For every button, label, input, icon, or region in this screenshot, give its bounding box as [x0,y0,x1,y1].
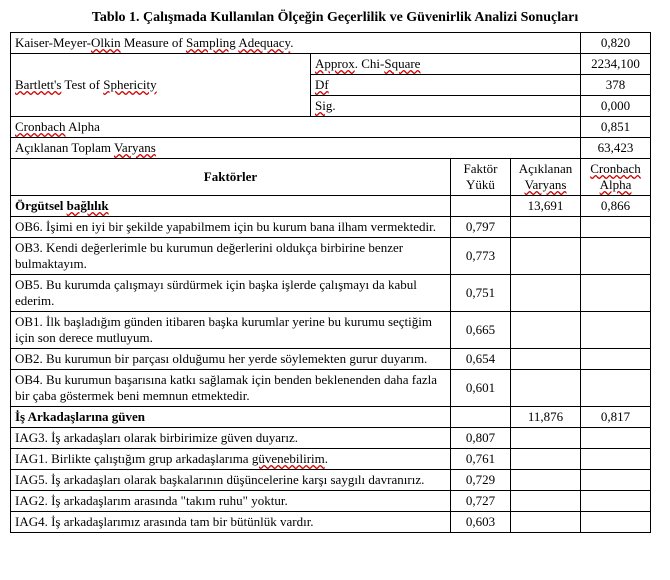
item-text: OB4. Bu kurumun başarısına katkı sağlama… [11,370,451,407]
item-load: 0,797 [451,217,511,238]
table-title: Tablo 1. Çalışmada Kullanılan Ölçeğin Ge… [10,10,660,26]
item-load: 0,665 [451,312,511,349]
hdr-variance: Açıklanan Varyans [511,159,581,196]
approx-chi-label: Approx. Chi-Square [311,54,581,75]
hdr-factors: Faktörler [11,159,451,196]
table-row: OB6. İşimi en iyi bir şekilde yapabilmem… [11,217,651,238]
table-row: Bartlett's Test of Sphericity Approx. Ch… [11,54,651,75]
item-text: IAG3. İş arkadaşları olarak birbirimize … [11,428,451,449]
hdr-alpha: Cronbach Alpha [581,159,651,196]
kmo-value: 0,820 [581,33,651,54]
table-row: Kaiser-Meyer-Olkin Measure of Sampling A… [11,33,651,54]
item-load: 0,751 [451,275,511,312]
cronbach-label: Cronbach Alpha [11,117,581,138]
totalvar-label: Açıklanan Toplam Varyans [11,138,581,159]
sig-label: Sig. [311,96,581,117]
table-row: OB5. Bu kurumda çalışmayı sürdürmek için… [11,275,651,312]
item-text: OB6. İşimi en iyi bir şekilde yapabilmem… [11,217,451,238]
item-text: IAG2. İş arkadaşlarım arasında "takım ru… [11,491,451,512]
table-row: OB2. Bu kurumun bir parçası olduğumu her… [11,349,651,370]
item-load: 0,727 [451,491,511,512]
factor2-alpha: 0,817 [581,407,651,428]
item-load: 0,654 [451,349,511,370]
item-load: 0,603 [451,512,511,533]
empty-cell [451,196,511,217]
item-text: IAG4. İş arkadaşlarımız arasında tam bir… [11,512,451,533]
header-row: Faktörler Faktör Yükü Açıklanan Varyans … [11,159,651,196]
factor1-var: 13,691 [511,196,581,217]
item-text: IAG1. Birlikte çalıştığım grup arkadaşla… [11,449,451,470]
sig-value: 0,000 [581,96,651,117]
factor2-var: 11,876 [511,407,581,428]
table-row: OB1. İlk başladığım günden itibaren başk… [11,312,651,349]
factor-heading-row: İş Arkadaşlarına güven 11,876 0,817 [11,407,651,428]
table-row: IAG5. İş arkadaşları olarak başkalarının… [11,470,651,491]
bartlett-label: Bartlett's Test of Sphericity [11,54,311,117]
hdr-load: Faktör Yükü [451,159,511,196]
item-text: OB3. Kendi değerlerimle bu kurumun değer… [11,238,451,275]
item-load: 0,729 [451,470,511,491]
cronbach-value: 0,851 [581,117,651,138]
item-load: 0,761 [451,449,511,470]
table-row: Açıklanan Toplam Varyans 63,423 [11,138,651,159]
table-row: IAG4. İş arkadaşlarımız arasında tam bir… [11,512,651,533]
empty-cell [451,407,511,428]
item-load: 0,807 [451,428,511,449]
kmo-label: Kaiser-Meyer-Olkin Measure of Sampling A… [11,33,581,54]
item-text: IAG5. İş arkadaşları olarak başkalarının… [11,470,451,491]
df-label: Df [311,75,581,96]
table-row: Cronbach Alpha 0,851 [11,117,651,138]
item-text: OB5. Bu kurumda çalışmayı sürdürmek için… [11,275,451,312]
analysis-table: Kaiser-Meyer-Olkin Measure of Sampling A… [10,32,651,533]
factor1-alpha: 0,866 [581,196,651,217]
item-load: 0,601 [451,370,511,407]
table-row: IAG2. İş arkadaşlarım arasında "takım ru… [11,491,651,512]
table-row: OB3. Kendi değerlerimle bu kurumun değer… [11,238,651,275]
df-value: 378 [581,75,651,96]
table-row: IAG1. Birlikte çalıştığım grup arkadaşla… [11,449,651,470]
table-row: IAG3. İş arkadaşları olarak birbirimize … [11,428,651,449]
item-load: 0,773 [451,238,511,275]
approx-chi-value: 2234,100 [581,54,651,75]
factor-heading-row: Örgütsel bağlılık 13,691 0,866 [11,196,651,217]
totalvar-value: 63,423 [581,138,651,159]
item-text: OB1. İlk başladığım günden itibaren başk… [11,312,451,349]
table-row: OB4. Bu kurumun başarısına katkı sağlama… [11,370,651,407]
factor2-name: İş Arkadaşlarına güven [11,407,451,428]
factor1-name: Örgütsel bağlılık [11,196,451,217]
item-text: OB2. Bu kurumun bir parçası olduğumu her… [11,349,451,370]
